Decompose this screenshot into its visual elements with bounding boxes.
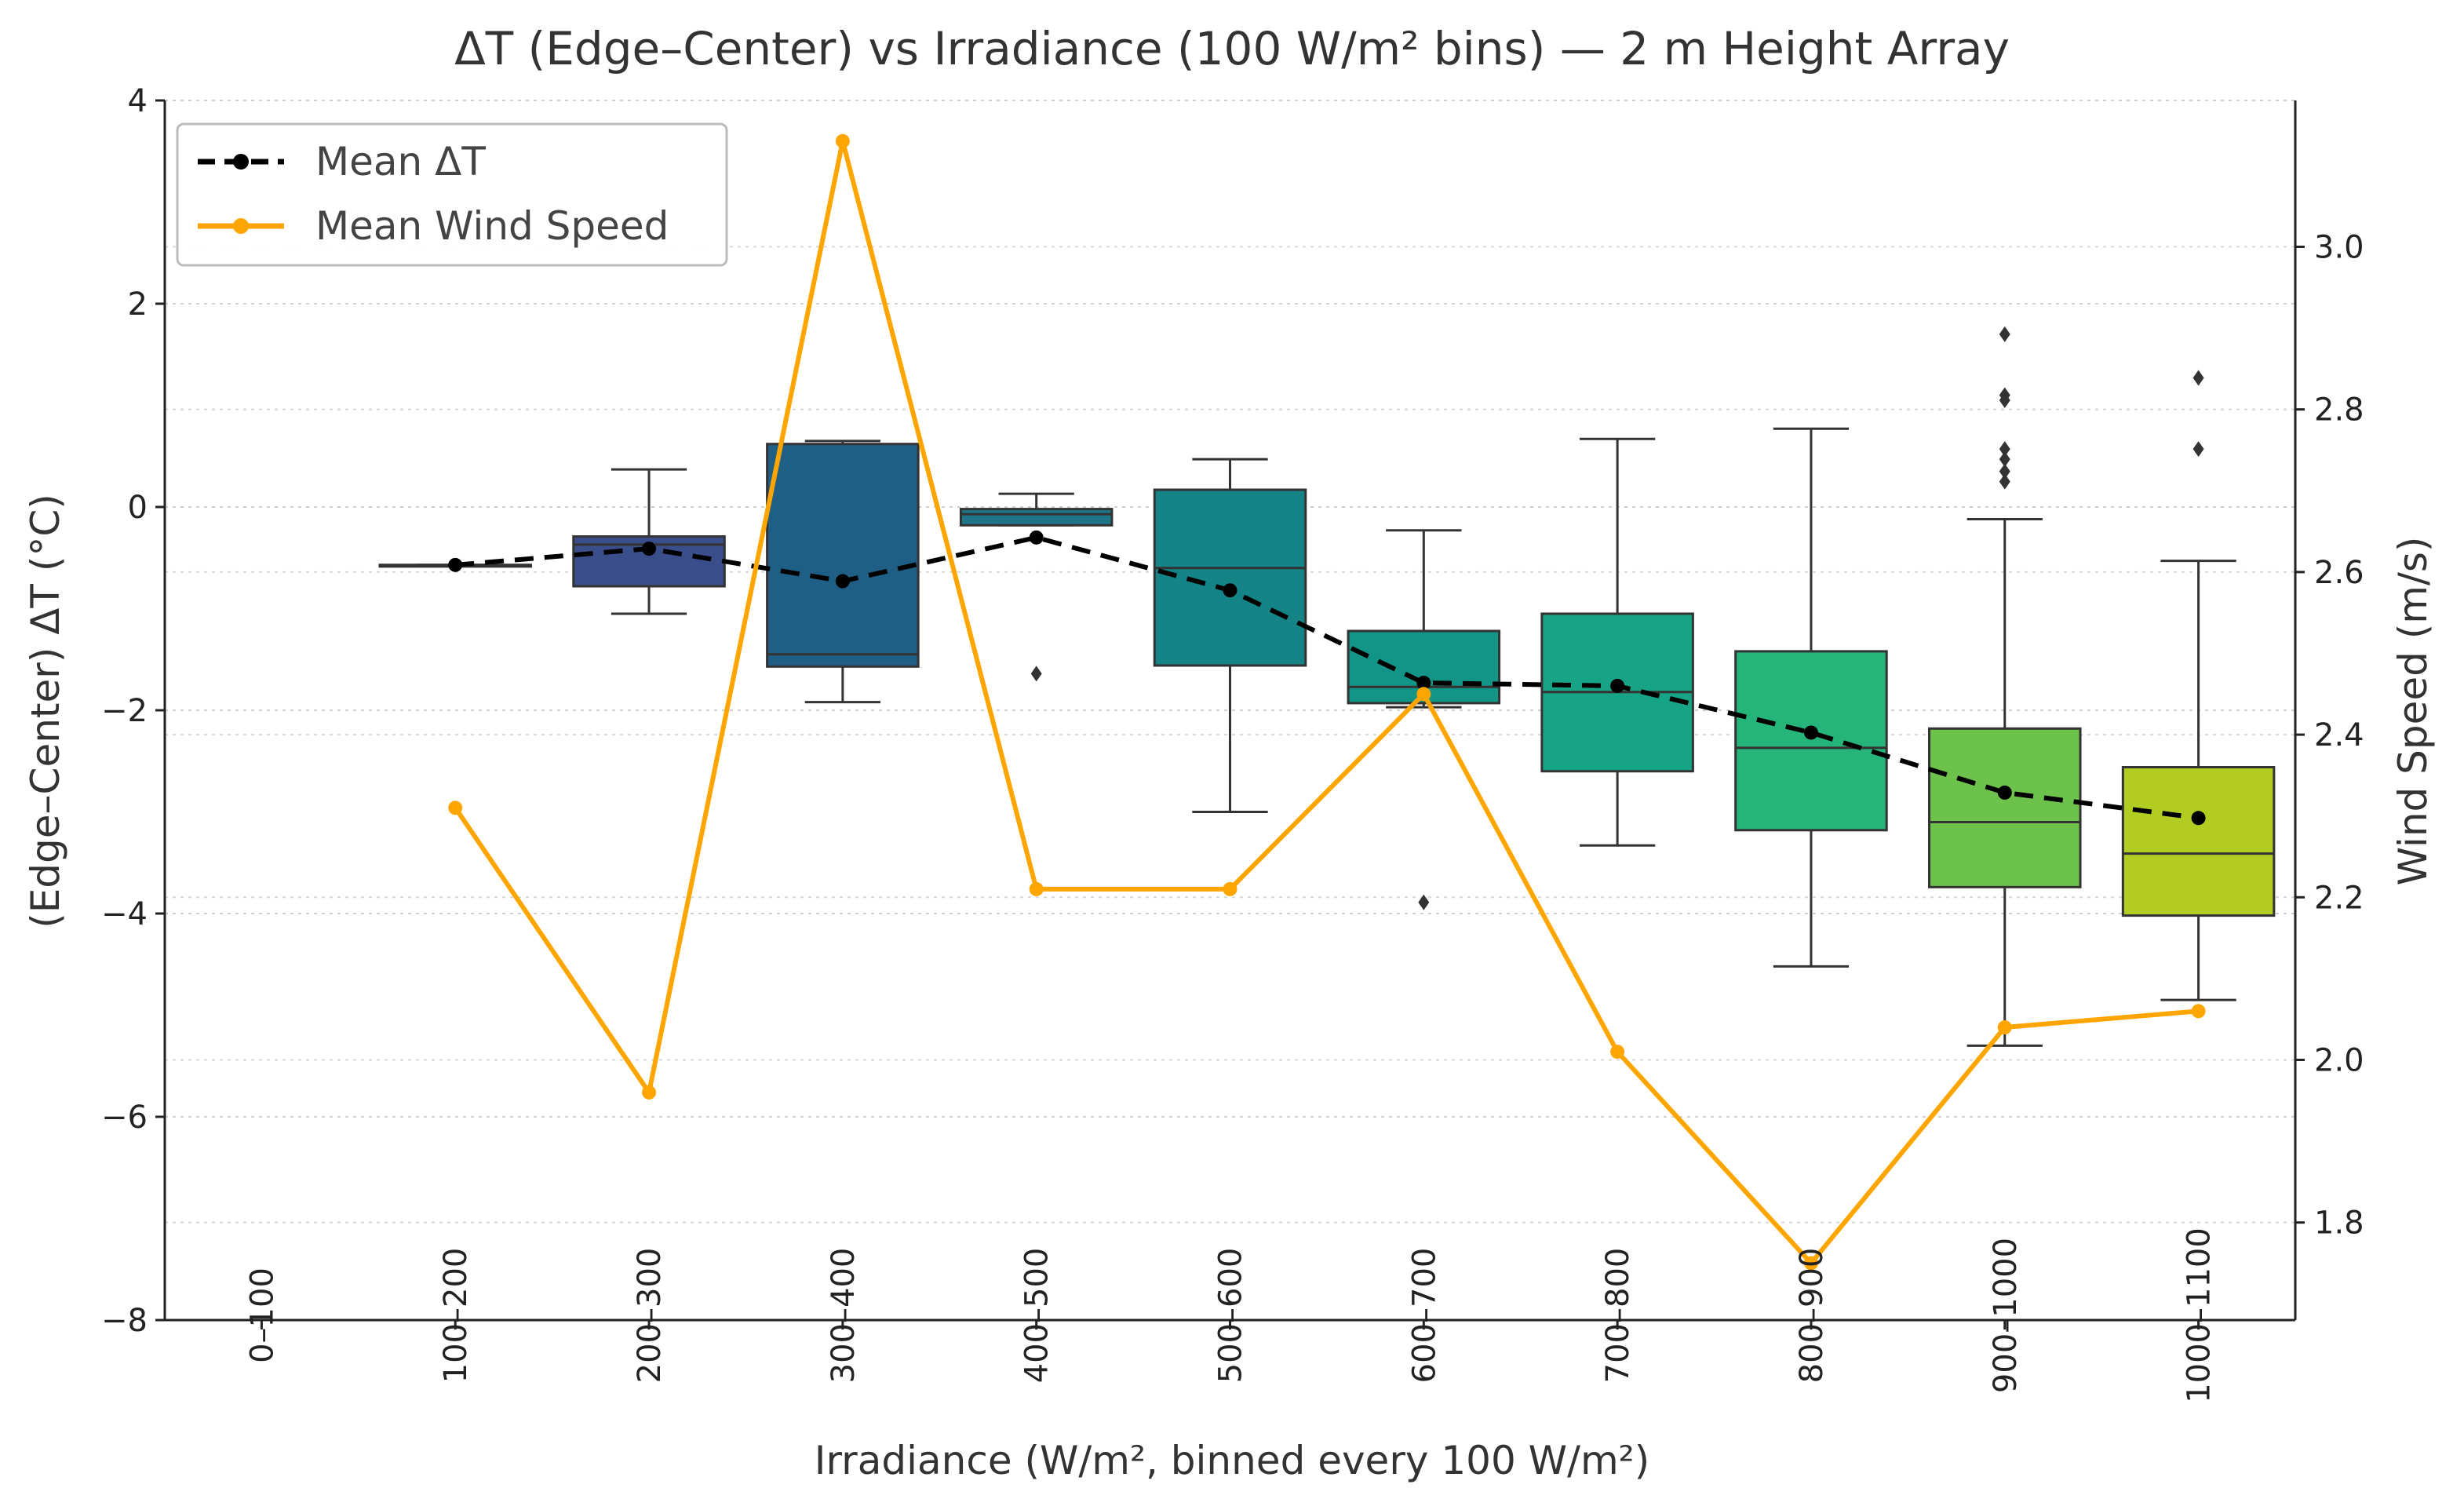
y2-tick-label: 2.6: [2314, 555, 2364, 591]
mean-delta-t-point: [1803, 725, 1818, 740]
wind-speed-point: [1029, 881, 1044, 896]
mean-delta-t-point: [1029, 530, 1044, 545]
mean-delta-t-point: [642, 542, 657, 556]
mean-delta-t-point: [2191, 811, 2206, 826]
x-tick-label: 900–1000: [1988, 1238, 2024, 1393]
y2-tick-label: 3.0: [2314, 229, 2364, 265]
wind-speed-point: [1416, 687, 1431, 702]
legend: Mean ΔT Mean Wind Speed: [176, 122, 728, 267]
x-tick-label: 500–600: [1213, 1248, 1249, 1384]
legend-label: Mean Wind Speed: [315, 203, 669, 249]
x-tick-label: 300–400: [826, 1248, 862, 1384]
y-tick-label: 0: [128, 490, 148, 526]
y2-tick-label: 2.8: [2314, 392, 2364, 429]
y2-tick-label: 2.2: [2314, 880, 2364, 916]
x-tick-label: 0–100: [244, 1267, 280, 1363]
mean-delta-t-point: [448, 557, 463, 572]
legend-swatch-marker: [233, 154, 249, 170]
mean-delta-t-point: [1223, 583, 1237, 598]
outlier-point: [1999, 387, 2010, 403]
y-tick-label: −2: [101, 693, 148, 729]
wind-speed-point: [2191, 1004, 2206, 1019]
wind-speed-point: [1803, 1256, 1818, 1271]
outlier-point: [2192, 370, 2204, 386]
outlier-point: [1999, 451, 2010, 468]
box-iqr: [1153, 488, 1307, 667]
legend-label: Mean ΔT: [315, 139, 486, 184]
chart-title: ΔT (Edge–Center) vs Irradiance (100 W/m²…: [454, 22, 2010, 75]
y2-tick-label: 2.0: [2314, 1042, 2364, 1078]
wind-speed-point: [1997, 1020, 2012, 1035]
outlier-point: [1999, 463, 2010, 480]
y-tick-label: −8: [101, 1303, 148, 1339]
x-tick-label: 200–300: [632, 1248, 668, 1384]
box-300–400: [766, 440, 920, 704]
wind-speed-point: [1223, 881, 1237, 896]
series-mean-wind-speed: [448, 133, 2206, 1271]
x-tick-label: 100–200: [438, 1248, 474, 1384]
y2-tick-label: 1.8: [2314, 1205, 2364, 1242]
mean-delta-t-point: [1997, 785, 2012, 800]
y-tick-label: −4: [101, 896, 148, 932]
y-tick-label: 2: [128, 286, 148, 323]
box-layer: [378, 326, 2276, 1047]
mean-delta-t-line: [454, 534, 2199, 821]
mean-delta-t-point: [835, 574, 850, 589]
wind-speed-point: [642, 1085, 657, 1100]
box-900–1000: [1928, 326, 2082, 1047]
y2-tick-label: 2.4: [2314, 717, 2364, 753]
box-iqr: [766, 443, 920, 668]
wind-speed-point: [1610, 1045, 1625, 1060]
y2-axis-title: Wind Speed (m/s): [2390, 537, 2436, 886]
mean-delta-t-point: [1416, 676, 1431, 691]
wind-speed-point: [835, 133, 850, 148]
box-iqr: [1734, 650, 1888, 832]
x-tick-label: 400–500: [1019, 1248, 1055, 1384]
mean-delta-t-point: [1610, 678, 1625, 693]
outlier-point: [1999, 473, 2010, 490]
axes: 4 2 0 −2 −4 −6 −8 1.8 2.0 2.2 2.4 2.6 2.8 3.0 0–100 100…: [101, 83, 2364, 1403]
series-mean-delta-t: [448, 530, 2206, 826]
x-tick-label: 600–700: [1406, 1248, 1442, 1384]
x-tick-label: 1000–1100: [2182, 1227, 2218, 1403]
outlier-point: [2192, 441, 2204, 458]
box-500–600: [1153, 458, 1307, 813]
x-tick-label: 800–900: [1794, 1248, 1830, 1384]
legend-swatch-marker: [233, 218, 249, 234]
box-iqr: [2121, 766, 2276, 917]
wind-speed-point: [448, 801, 463, 815]
wind-speed-line: [453, 138, 2199, 1266]
outlier-point: [1030, 666, 1042, 682]
box-iqr: [959, 508, 1114, 527]
x-tick-label: 700–800: [1600, 1248, 1636, 1384]
outlier-point: [1418, 894, 1430, 910]
y-tick-label: 4: [128, 83, 148, 119]
box-iqr: [1928, 727, 2082, 888]
legend-box: [176, 122, 728, 267]
box-800–900: [1734, 427, 1888, 968]
y-tick-label: −6: [101, 1100, 148, 1136]
outlier-point: [1999, 326, 2010, 342]
series-layer: [448, 133, 2206, 1271]
y-axis-title: (Edge–Center) ΔT (°C): [23, 494, 68, 928]
outlier-point: [1999, 441, 2010, 458]
box-1000–1100: [2121, 370, 2276, 1001]
x-axis-title: Irradiance (W/m², binned every 100 W/m²): [815, 1438, 1649, 1483]
box-400–500: [959, 492, 1114, 682]
